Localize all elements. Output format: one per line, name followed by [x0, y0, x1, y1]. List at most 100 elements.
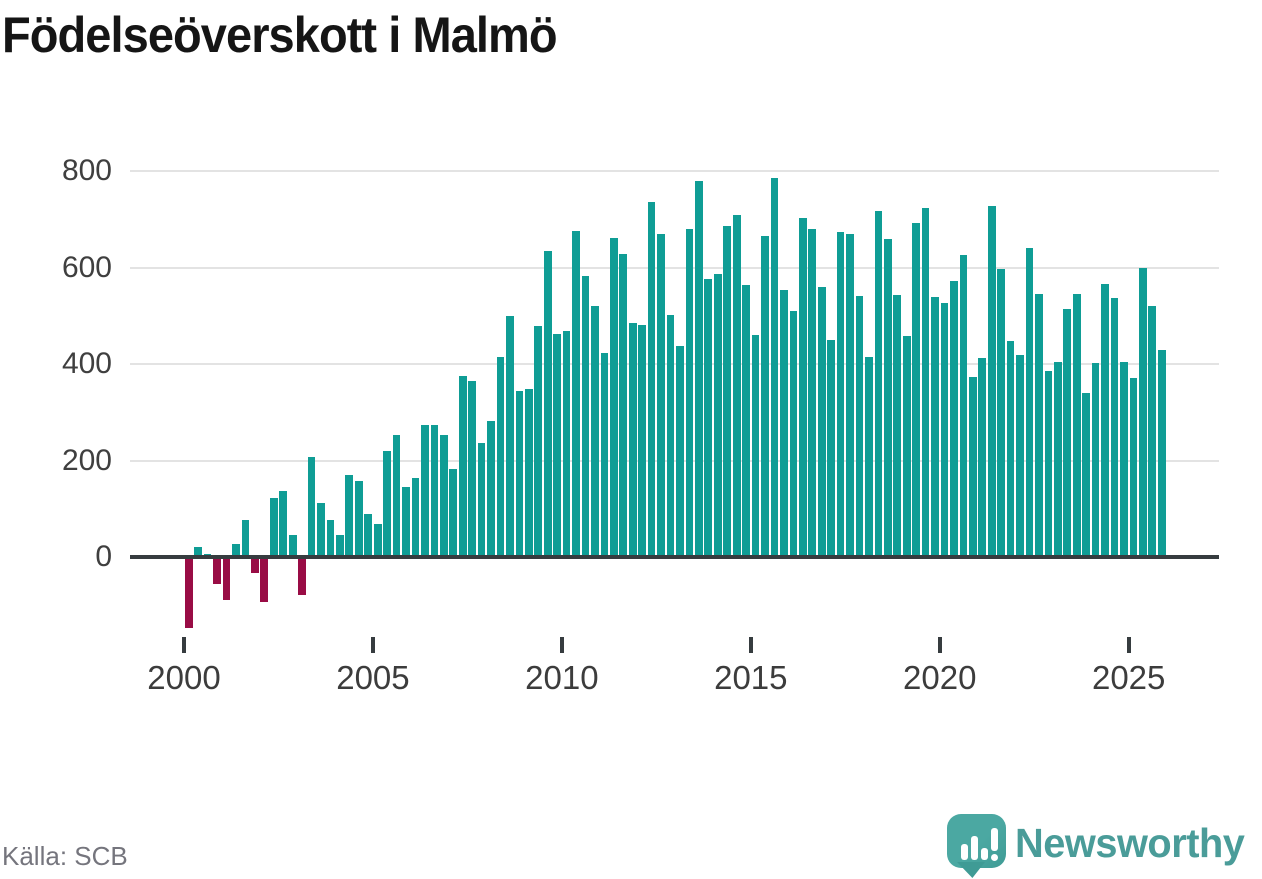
bar-2011Q2 — [610, 237, 618, 557]
bar-2012Q4 — [666, 314, 675, 557]
x-tick-2000 — [182, 637, 186, 653]
y-tick-label-600: 600 — [61, 250, 112, 284]
bar-2008Q2 — [496, 356, 505, 557]
bar-2021Q3 — [997, 269, 1006, 557]
y-tick-label-800: 800 — [61, 154, 112, 188]
bar-2024Q4 — [1120, 361, 1128, 557]
bar-2025Q2 — [1139, 267, 1147, 557]
bar-2022Q1 — [1016, 354, 1024, 557]
bar-2006Q4 — [439, 435, 448, 557]
bar-2020Q2 — [950, 281, 958, 557]
bar-2005Q3 — [392, 435, 401, 557]
bar-2014Q3 — [732, 214, 741, 557]
source-caption: Källa: SCB — [2, 841, 128, 871]
bar-2002Q4 — [288, 534, 297, 557]
logo-bar-1 — [961, 844, 968, 860]
bar-2009Q3 — [543, 251, 552, 557]
logo-exclamation-bar — [991, 828, 998, 851]
bar-2017Q1 — [827, 339, 835, 557]
bar-2007Q4 — [477, 443, 486, 557]
gridline-600 — [130, 266, 1219, 269]
bar-2004Q4 — [364, 513, 373, 557]
bar-2003Q3 — [317, 502, 325, 557]
bar-2020Q1 — [940, 303, 949, 557]
logo-bar-2 — [971, 836, 978, 860]
bar-2025Q4 — [1157, 349, 1166, 557]
x-tick-2010 — [559, 637, 564, 653]
bar-2002Q3 — [279, 490, 288, 557]
bar-2012Q3 — [657, 233, 665, 557]
bar-2000Q2 — [194, 547, 203, 557]
bar-2015Q1 — [751, 335, 760, 557]
x-tick-2015 — [748, 637, 753, 653]
bar-2006Q3 — [430, 424, 439, 557]
x-tick-2025 — [1126, 637, 1131, 653]
bar-2000Q1 — [184, 557, 193, 629]
bar-2019Q4 — [931, 297, 939, 557]
bar-2020Q3 — [959, 255, 968, 557]
bar-2003Q2 — [307, 456, 316, 557]
bar-2023Q2 — [1063, 308, 1072, 557]
bar-2022Q2 — [1025, 248, 1034, 557]
x-tick-label-2005: 2005 — [336, 659, 410, 696]
bar-2003Q4 — [326, 519, 335, 557]
bar-2019Q1 — [902, 335, 911, 557]
bar-2001Q1 — [222, 557, 231, 601]
bar-2017Q2 — [836, 232, 845, 557]
bar-2013Q3 — [695, 181, 703, 557]
bar-2008Q4 — [515, 390, 524, 557]
bar-2010Q1 — [562, 330, 571, 557]
bar-2024Q3 — [1110, 298, 1119, 557]
bar-2001Q4 — [251, 557, 259, 573]
bar-2019Q3 — [921, 207, 930, 557]
bar-2008Q1 — [487, 421, 495, 557]
bar-2011Q1 — [600, 353, 609, 557]
bar-2009Q4 — [553, 334, 562, 557]
bar-2025Q3 — [1148, 306, 1157, 557]
bar-2005Q2 — [383, 450, 391, 557]
bar-2009Q1 — [524, 388, 533, 557]
bar-2000Q4 — [213, 557, 221, 584]
chart-title: Födelseöverskott i Malmö — [2, 7, 558, 63]
bar-2010Q3 — [581, 275, 590, 557]
bar-2025Q1 — [1129, 377, 1138, 557]
bar-2008Q3 — [506, 316, 514, 557]
bar-2011Q4 — [628, 322, 637, 557]
bar-2005Q4 — [402, 487, 410, 557]
x-tick-label-2000: 2000 — [147, 659, 221, 696]
x-tick-2020 — [937, 637, 942, 653]
gridline-800 — [130, 170, 1219, 173]
bar-2022Q3 — [1035, 294, 1043, 557]
bar-2012Q2 — [647, 202, 656, 557]
bar-2007Q2 — [458, 376, 467, 557]
bar-2004Q3 — [354, 480, 363, 557]
logo-exclamation-dot — [991, 854, 998, 861]
bar-2015Q3 — [770, 177, 779, 557]
bar-2001Q3 — [241, 520, 250, 557]
bar-2015Q2 — [761, 235, 769, 557]
bar-2016Q3 — [808, 228, 817, 557]
bar-2004Q1 — [336, 534, 344, 557]
bar-2020Q4 — [969, 376, 977, 557]
bar-2012Q1 — [638, 325, 647, 557]
bar-2005Q1 — [373, 524, 382, 557]
bar-2021Q2 — [987, 206, 996, 557]
bar-2023Q4 — [1082, 393, 1091, 557]
newsworthy-logo: Newsworthy — [947, 812, 1259, 878]
bar-2024Q2 — [1101, 283, 1109, 557]
gridline-400 — [130, 363, 1219, 366]
x-axis-line — [130, 555, 1219, 559]
bar-2021Q4 — [1006, 341, 1015, 557]
bar-2009Q2 — [534, 326, 543, 557]
bar-2018Q1 — [865, 357, 873, 557]
bar-2014Q4 — [742, 284, 750, 557]
speech-bubble-barchart-icon — [947, 814, 1006, 868]
bar-2002Q2 — [269, 498, 278, 557]
bar-2019Q2 — [912, 223, 920, 557]
y-tick-label-400: 400 — [61, 347, 112, 381]
bar-2021Q1 — [978, 358, 987, 557]
bar-2001Q2 — [232, 544, 240, 557]
bar-2016Q1 — [789, 311, 798, 557]
bar-2014Q2 — [723, 226, 732, 557]
bar-2003Q1 — [298, 557, 306, 596]
